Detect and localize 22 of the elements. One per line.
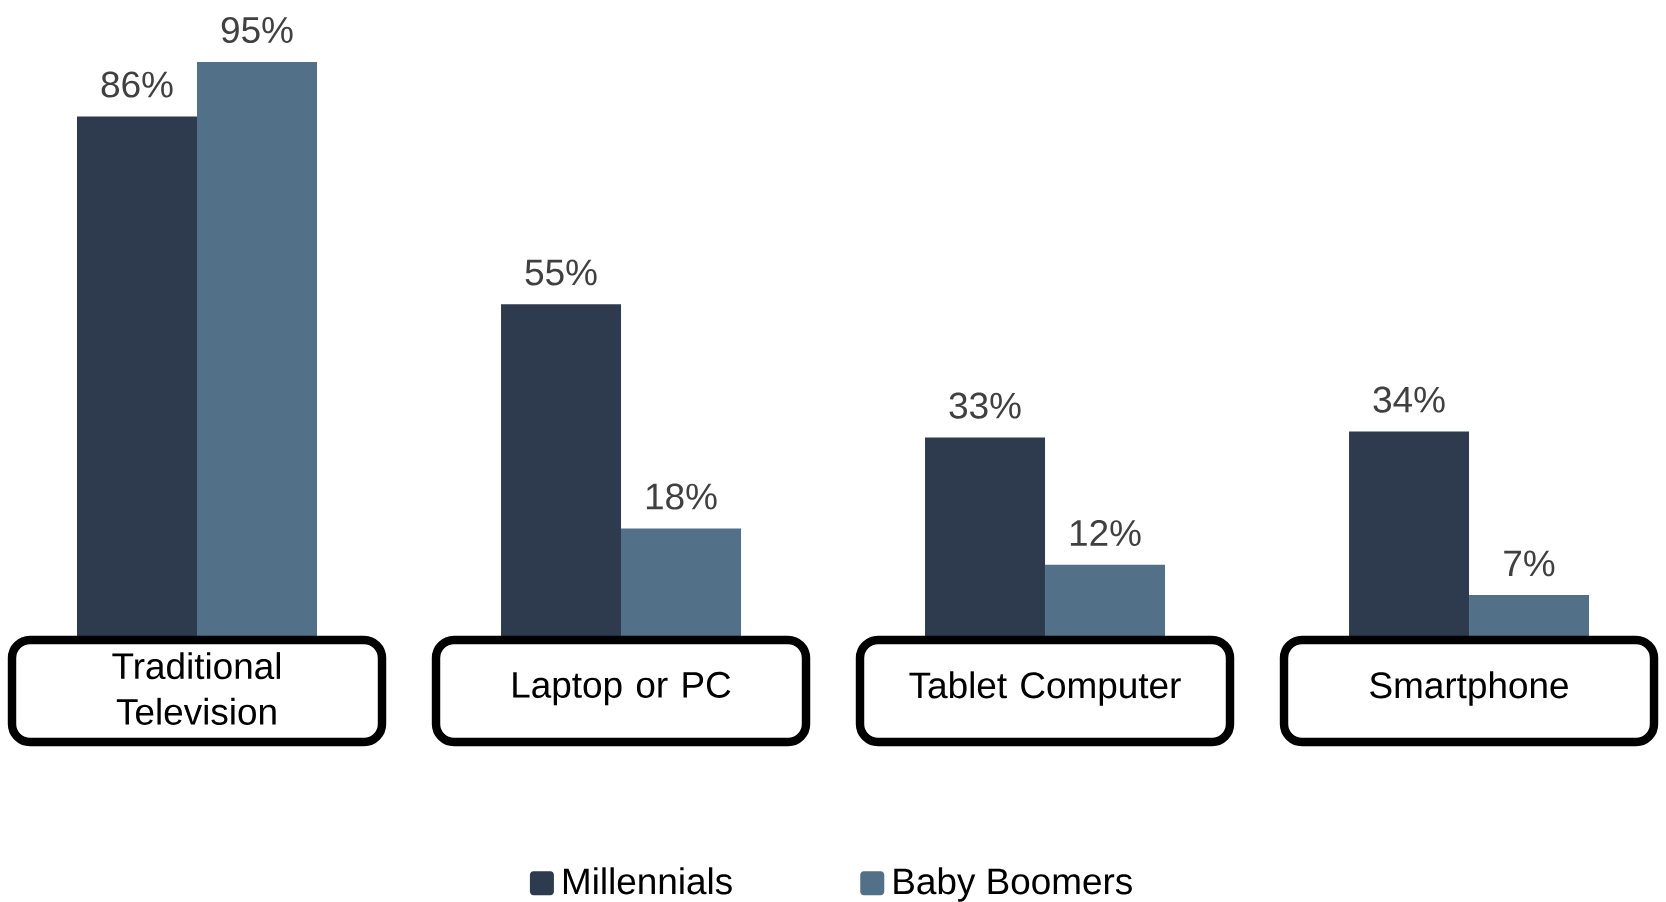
bar bbox=[501, 304, 622, 638]
data-label: 55% bbox=[525, 259, 597, 286]
data-label: 34% bbox=[1373, 386, 1445, 413]
legend-label: Millennials bbox=[563, 867, 732, 895]
bar bbox=[925, 437, 1046, 638]
data-label: 95% bbox=[221, 16, 293, 44]
data-label: 33% bbox=[949, 392, 1021, 419]
bar bbox=[1045, 564, 1166, 638]
data-label: 12% bbox=[1070, 519, 1141, 546]
bar bbox=[621, 528, 742, 638]
bar bbox=[1469, 595, 1590, 638]
x-tick-label: Smartphone bbox=[1370, 671, 1568, 706]
x-tick-label: Traditional Television bbox=[112, 652, 280, 725]
bar bbox=[1349, 431, 1470, 638]
data-label: 86% bbox=[101, 71, 173, 98]
bar bbox=[197, 61, 318, 638]
x-tick-label: Tablet Computer bbox=[909, 671, 1181, 706]
legend-label: Baby Boomers bbox=[894, 867, 1132, 902]
data-label: 7% bbox=[1504, 550, 1555, 577]
bar bbox=[77, 116, 198, 638]
data-label: 18% bbox=[646, 483, 717, 510]
x-tick-label: Laptop or PC bbox=[513, 671, 731, 706]
